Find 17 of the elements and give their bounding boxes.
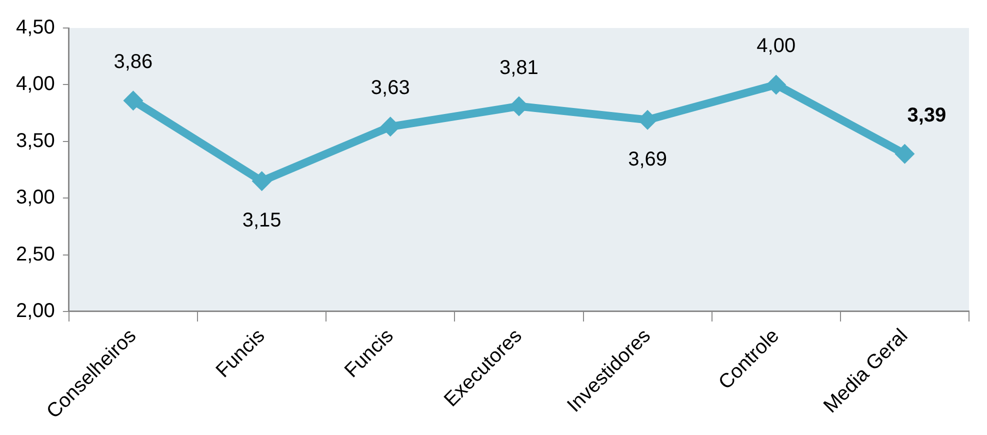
data-label: 3,69 bbox=[628, 148, 668, 170]
data-label: 3,15 bbox=[242, 210, 282, 232]
y-tick-label: 4,00 bbox=[16, 73, 55, 96]
data-label: 3,81 bbox=[499, 56, 538, 79]
y-tick-label: 4,50 bbox=[16, 16, 55, 39]
y-tick-label: 3,50 bbox=[16, 130, 55, 152]
point bbox=[123, 90, 144, 111]
y-tick-label: 2,00 bbox=[16, 300, 55, 322]
point bbox=[252, 171, 272, 192]
data-label: 3,39 bbox=[907, 104, 946, 126]
data-label: 4,00 bbox=[756, 35, 796, 58]
point bbox=[766, 74, 786, 95]
data-label: 3,63 bbox=[370, 77, 410, 100]
y-tick-label: 3,00 bbox=[16, 186, 55, 209]
y-tick-label: 2,50 bbox=[16, 243, 55, 266]
point bbox=[894, 144, 915, 164]
data-label: 3,86 bbox=[114, 51, 153, 74]
